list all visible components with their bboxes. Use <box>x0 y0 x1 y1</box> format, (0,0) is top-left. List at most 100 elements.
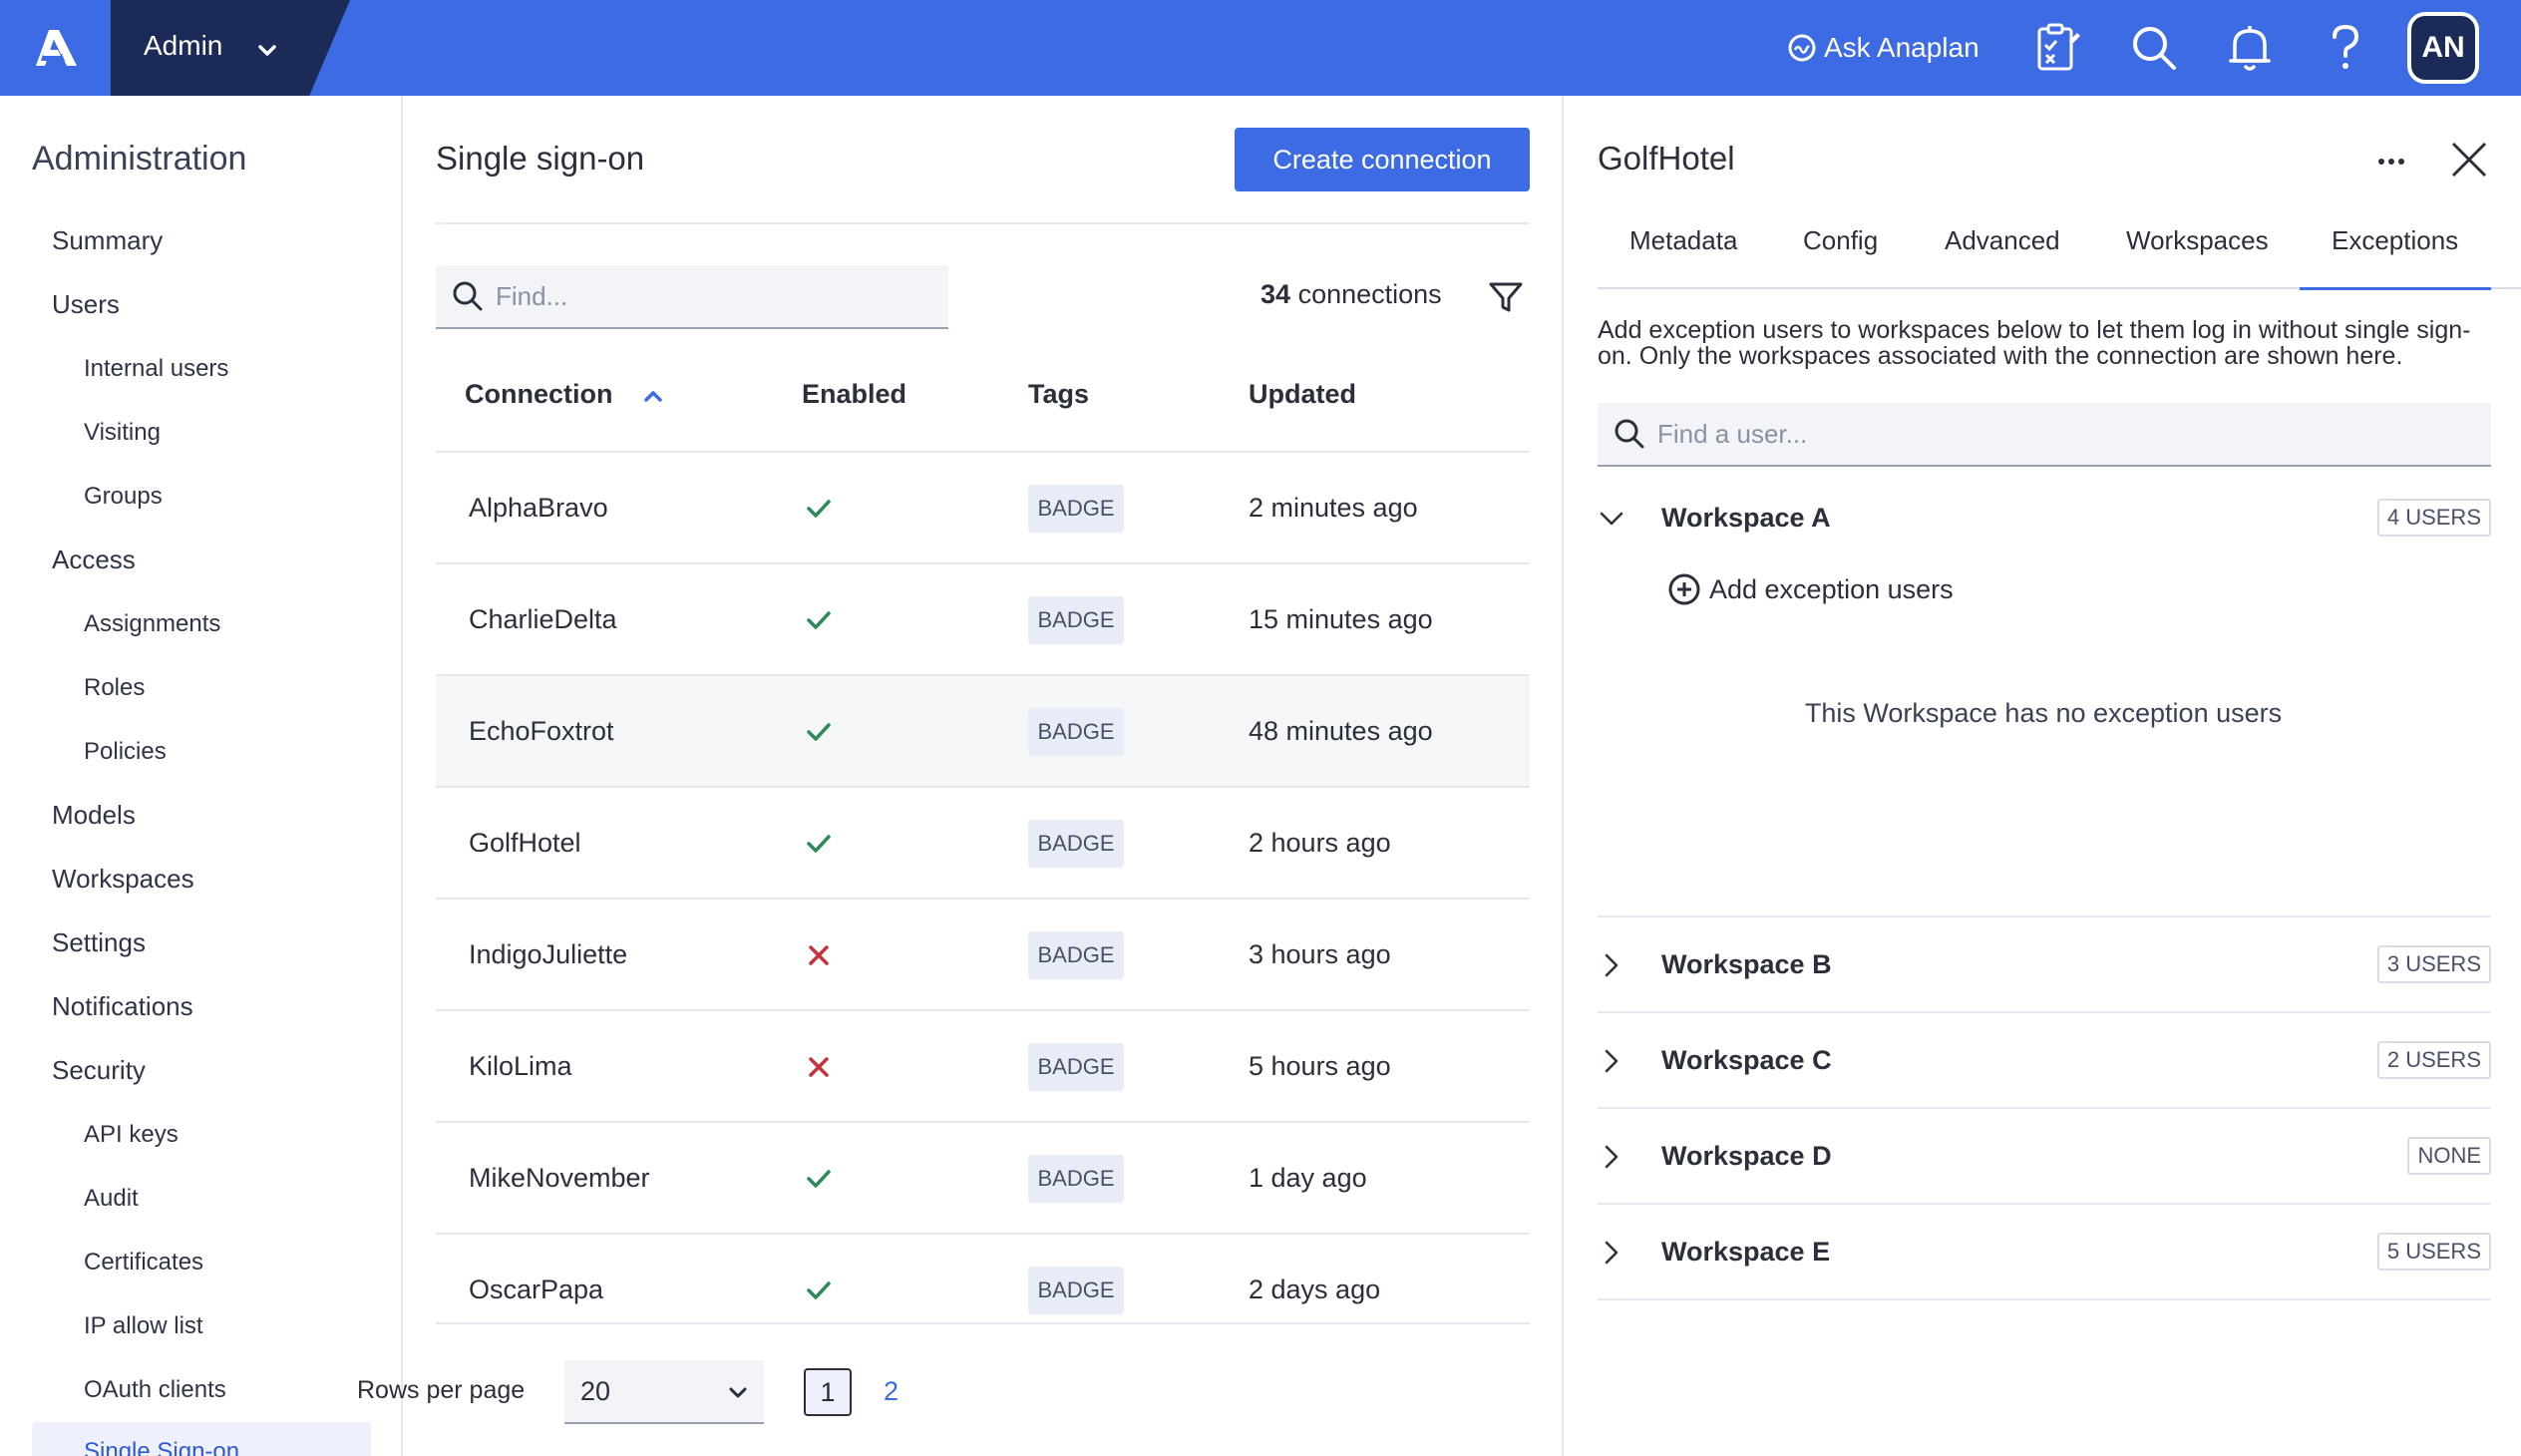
sidebar-item-api-keys[interactable]: API keys <box>84 1121 179 1148</box>
workspace-row[interactable]: Workspace D NONE <box>1598 1109 2491 1205</box>
sidebar-item-users[interactable]: Users <box>52 289 120 319</box>
workspace-row[interactable]: Workspace B 3 USERS <box>1598 917 2491 1013</box>
divider <box>436 222 1530 224</box>
check-icon <box>807 611 831 629</box>
sidebar-item-notifications[interactable]: Notifications <box>52 991 193 1021</box>
help-icon[interactable] <box>2320 22 2371 74</box>
sidebar-item-single-sign-on-label: Single Sign-on <box>84 1438 240 1456</box>
close-icon[interactable] <box>2447 138 2491 182</box>
anaplan-logo-icon[interactable] <box>0 0 111 96</box>
tasks-icon[interactable] <box>2032 22 2084 74</box>
workspace-user-count-badge: 2 USERS <box>2376 1041 2491 1079</box>
column-header-updated[interactable]: Updated <box>1249 379 1356 409</box>
tag-badge: BADGE <box>1028 596 1124 644</box>
workspace-row[interactable]: Workspace E 5 USERS <box>1598 1205 2491 1300</box>
connection-name: MikeNovember <box>469 1163 650 1193</box>
page-link[interactable]: 2 <box>884 1376 900 1406</box>
filter-icon[interactable] <box>1486 277 1526 317</box>
sidebar-item-certificates[interactable]: Certificates <box>84 1249 204 1275</box>
tag-badge: BADGE <box>1028 1043 1124 1091</box>
ask-anaplan-label: Ask Anaplan <box>1824 32 1980 63</box>
app-switcher[interactable]: Admin <box>111 0 350 96</box>
table-row[interactable]: MikeNovember BADGE 1 day ago <box>436 1123 1530 1235</box>
sidebar-item-policies[interactable]: Policies <box>84 738 167 765</box>
chevron-right-icon[interactable] <box>1598 1047 1625 1075</box>
tag-badge: BADGE <box>1028 931 1124 979</box>
sidebar-item-ip-allow-list[interactable]: IP allow list <box>84 1312 203 1339</box>
search-icon[interactable] <box>2128 22 2180 74</box>
column-header-tags[interactable]: Tags <box>1028 379 1090 409</box>
bell-icon[interactable] <box>2224 22 2276 74</box>
table-row[interactable]: GolfHotel BADGE 2 hours ago <box>436 788 1530 900</box>
sidebar-item-access[interactable]: Access <box>52 545 136 574</box>
add-exception-users-button[interactable]: Add exception users <box>1667 572 1954 606</box>
sidebar-item-oauth-clients[interactable]: OAuth clients <box>84 1376 226 1403</box>
tab-advanced[interactable]: Advanced <box>1945 225 2060 255</box>
table-row[interactable]: KiloLima BADGE 5 hours ago <box>436 1011 1530 1123</box>
tab-config[interactable]: Config <box>1803 225 1879 255</box>
connection-name: IndigoJuliette <box>469 939 628 969</box>
tab-metadata[interactable]: Metadata <box>1629 225 1738 255</box>
connection-search[interactable] <box>436 265 948 329</box>
updated-time: 48 minutes ago <box>1249 716 1433 746</box>
app-switcher-label: Admin <box>144 30 223 61</box>
updated-time: 2 days ago <box>1249 1274 1381 1304</box>
table-row[interactable]: EchoFoxtrot BADGE 48 minutes ago <box>436 676 1530 788</box>
table-row[interactable]: IndigoJuliette BADGE 3 hours ago <box>436 900 1530 1011</box>
column-header-connection[interactable]: Connection <box>465 379 664 410</box>
connection-count-label: connections <box>1297 279 1442 309</box>
more-options-icon[interactable] <box>2369 140 2413 183</box>
chevron-down-icon[interactable] <box>1598 505 1625 533</box>
check-icon <box>807 835 831 853</box>
sidebar-item-roles[interactable]: Roles <box>84 674 146 701</box>
workspace-row: Workspace A 4 USERS <box>1598 471 2491 917</box>
sidebar-item-assignments[interactable]: Assignments <box>84 610 221 637</box>
chevron-right-icon[interactable] <box>1598 951 1625 979</box>
user-search-input[interactable] <box>1657 418 2475 450</box>
column-header-enabled[interactable]: Enabled <box>802 379 907 409</box>
create-connection-button[interactable]: Create connection <box>1235 128 1530 191</box>
sidebar-item-security[interactable]: Security <box>52 1055 146 1085</box>
sidebar-item-workspaces[interactable]: Workspaces <box>52 864 194 894</box>
table-row[interactable]: AlphaBravo BADGE 2 minutes ago <box>436 453 1530 564</box>
sidebar-item-summary[interactable]: Summary <box>52 225 164 255</box>
panel-title: GolfHotel <box>1598 140 1735 177</box>
sidebar-item-models[interactable]: Models <box>52 800 136 830</box>
tag-badge: BADGE <box>1028 1155 1124 1203</box>
workspace-row[interactable]: Workspace C 2 USERS <box>1598 1013 2491 1109</box>
sidebar-item-visiting[interactable]: Visiting <box>84 419 161 446</box>
connection-name: OscarPapa <box>469 1274 604 1304</box>
tab-workspaces[interactable]: Workspaces <box>2126 225 2269 255</box>
connection-name: EchoFoxtrot <box>469 716 614 746</box>
sort-ascending-icon[interactable] <box>642 387 664 405</box>
tab-exceptions[interactable]: Exceptions <box>2332 225 2459 255</box>
exceptions-description: Add exception users to workspaces below … <box>1598 316 2471 370</box>
ask-anaplan-icon <box>1788 34 1816 62</box>
sidebar-item-audit[interactable]: Audit <box>84 1185 139 1212</box>
check-icon <box>807 1170 831 1188</box>
workspace-name: Workspace B <box>1661 949 1832 979</box>
updated-time: 3 hours ago <box>1249 939 1391 969</box>
column-header-connection-label: Connection <box>465 379 613 409</box>
admin-sidebar: Administration Summary Users Internal us… <box>0 96 403 1456</box>
connection-name: AlphaBravo <box>469 493 608 523</box>
search-icon <box>1615 419 1644 449</box>
sidebar-item-settings[interactable]: Settings <box>52 927 146 957</box>
table-row[interactable]: CharlieDelta BADGE 15 minutes ago <box>436 564 1530 676</box>
user-search[interactable] <box>1598 403 2491 467</box>
sidebar-item-single-sign-on[interactable] <box>32 1422 371 1456</box>
empty-state-message: This Workspace has no exception users <box>1804 698 2283 728</box>
sidebar-item-groups[interactable]: Groups <box>84 483 163 510</box>
chevron-right-icon[interactable] <box>1598 1143 1625 1171</box>
tag-badge: BADGE <box>1028 485 1124 533</box>
page-current[interactable]: 1 <box>804 1368 852 1416</box>
sidebar-item-internal-users[interactable]: Internal users <box>84 355 229 382</box>
ask-anaplan-button[interactable]: Ask Anaplan <box>1786 26 1980 70</box>
user-avatar[interactable]: AN <box>2407 12 2479 84</box>
rows-per-page-select[interactable]: 20 <box>564 1360 764 1424</box>
chevron-right-icon[interactable] <box>1598 1239 1625 1267</box>
connection-search-input[interactable] <box>496 280 914 312</box>
table-row[interactable]: OscarPapa BADGE 2 days ago <box>436 1235 1530 1324</box>
workspace-user-count-badge: NONE <box>2407 1137 2491 1175</box>
workspace-header[interactable]: Workspace A 4 USERS <box>1598 471 2491 566</box>
